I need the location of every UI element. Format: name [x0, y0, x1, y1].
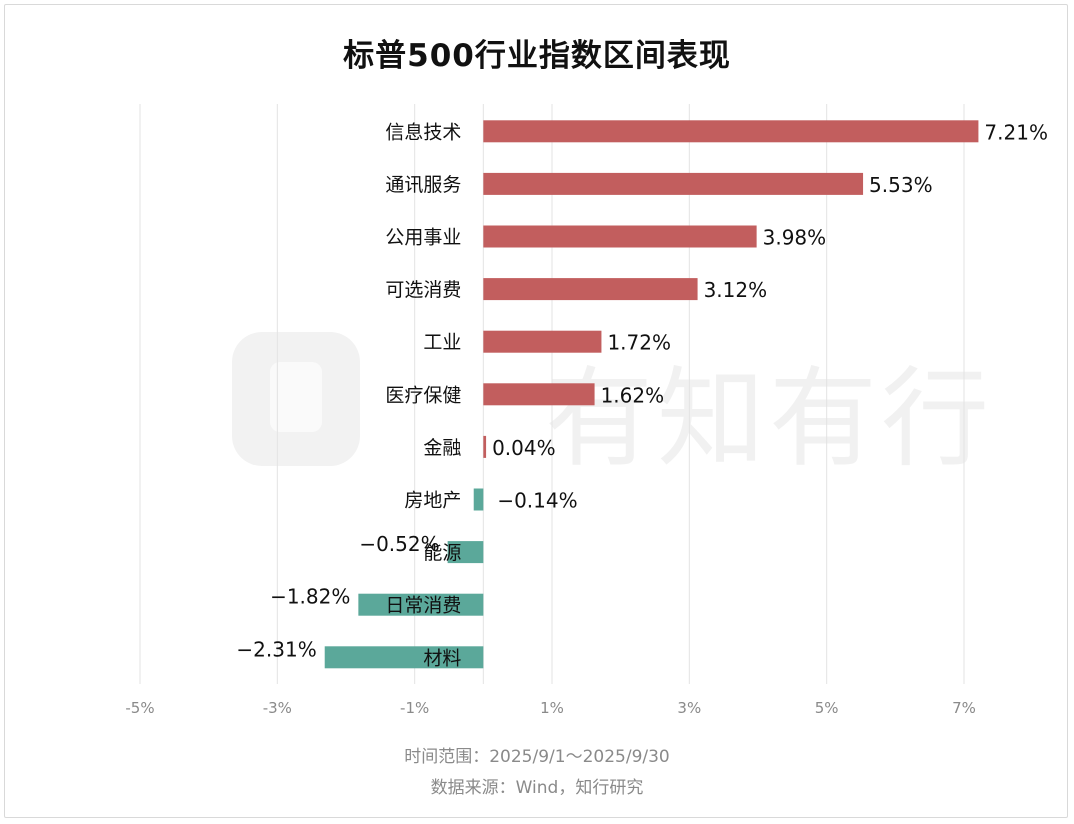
category-label: 材料	[423, 647, 461, 669]
x-tick-label: -3%	[263, 699, 292, 717]
x-tick-label: -1%	[400, 699, 429, 717]
value-label: −0.14%	[497, 489, 577, 513]
value-label: 1.72%	[607, 331, 671, 355]
value-label: 0.04%	[492, 436, 556, 460]
x-tick-label: 1%	[540, 699, 564, 717]
category-label: 金融	[423, 437, 461, 459]
watermark-text: 有知有行	[545, 357, 994, 482]
x-tick-label: 5%	[815, 699, 839, 717]
bar	[483, 172, 864, 195]
bar-labels: 信息技术 7.21% 通讯服务 5.53% 公用事业 3.98% 可选消费 3.12% 工业 1.…	[236, 120, 1048, 669]
x-axis-ticks: -5% -3% -1% 1% 3% 5% 7%	[125, 699, 976, 717]
value-label: 7.21%	[984, 120, 1048, 144]
bar	[324, 646, 484, 669]
bar	[483, 383, 595, 406]
bar	[473, 488, 484, 511]
footer-period: 时间范围：2025/9/1～2025/9/30	[404, 747, 670, 767]
bar	[483, 330, 602, 353]
x-tick-label: 3%	[677, 699, 701, 717]
value-label: 3.98%	[763, 226, 827, 250]
chart-title: 标普500行业指数区间表现	[343, 38, 731, 74]
grid-lines	[139, 104, 965, 684]
value-label: −2.31%	[236, 637, 316, 661]
x-tick-label: -5%	[125, 699, 154, 717]
bar	[358, 593, 484, 616]
value-label: −1.82%	[270, 585, 350, 609]
value-label: 5.53%	[869, 173, 933, 197]
category-label: 可选消费	[385, 279, 461, 301]
bar	[483, 435, 487, 458]
bar	[483, 278, 698, 301]
watermark-logo-icon	[232, 332, 360, 466]
category-label: 公用事业	[385, 227, 461, 249]
value-label: −0.52%	[359, 532, 439, 556]
value-label: 3.12%	[704, 278, 768, 302]
category-label: 能源	[423, 542, 461, 564]
bar	[483, 120, 979, 143]
category-label: 工业	[423, 332, 461, 354]
category-label: 通讯服务	[385, 174, 461, 196]
bars	[324, 120, 979, 669]
footer-source: 数据来源：Wind，知行研究	[430, 778, 644, 798]
bar	[447, 541, 484, 564]
category-label: 信息技术	[385, 121, 461, 143]
bar	[483, 225, 757, 248]
category-label: 医疗保健	[385, 384, 461, 406]
category-label: 日常消费	[385, 595, 461, 617]
category-label: 房地产	[404, 490, 461, 512]
x-tick-label: 7%	[952, 699, 976, 717]
value-label: 1.62%	[601, 383, 665, 407]
